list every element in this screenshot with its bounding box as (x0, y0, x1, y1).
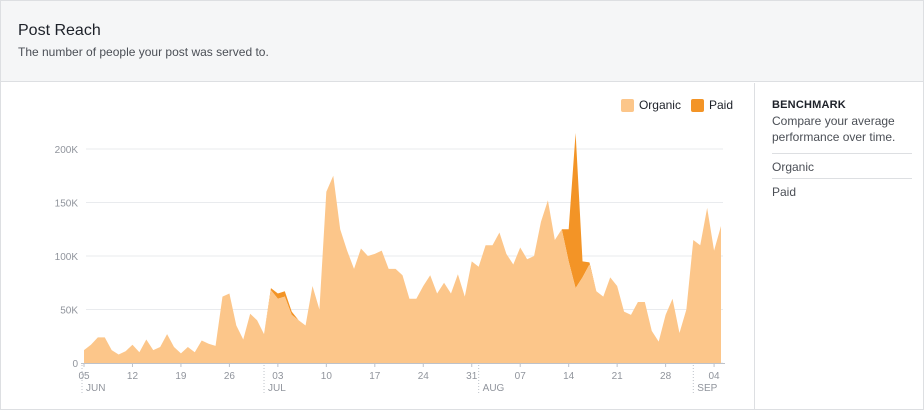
x-tick-label: 26 (224, 371, 236, 382)
legend-item-organic[interactable]: Organic (620, 98, 681, 112)
month-label: JUL (268, 383, 286, 394)
month-label: SEP (697, 383, 717, 394)
y-tick-label: 100K (55, 252, 79, 263)
chart-legend: Organic Paid (611, 98, 733, 112)
benchmark-option-paid[interactable]: Paid (772, 178, 912, 203)
x-tick-label: 05 (78, 371, 90, 382)
x-tick-label: 12 (127, 371, 139, 382)
series-area-organic (84, 175, 721, 363)
y-tick-label: 150K (55, 199, 79, 210)
x-tick-label: 31 (466, 371, 478, 382)
x-tick-label: 07 (515, 371, 527, 382)
page-title: Post Reach (18, 22, 101, 39)
x-tick-label: 03 (272, 371, 284, 382)
legend-label-paid: Paid (708, 98, 733, 112)
y-tick-label: 50K (60, 306, 78, 317)
benchmark-title: BENCHMARK (772, 99, 846, 111)
legend-item-paid[interactable]: Paid (690, 98, 733, 112)
x-tick-label: 10 (321, 371, 333, 382)
x-tick-label: 17 (369, 371, 381, 382)
x-tick-label: 04 (709, 371, 721, 382)
chart-area: 0 50K 100K 150K 200K 05 12 19 26 03 10 17 24 31 07 14 21… (1, 83, 753, 409)
x-tick-label: 21 (612, 371, 624, 382)
x-tick-label: 19 (175, 371, 187, 382)
benchmark-option-organic[interactable]: Organic (772, 153, 912, 178)
benchmark-description: Compare your average performance over ti… (772, 114, 896, 144)
y-tick-label: 0 (72, 359, 78, 370)
legend-swatch-organic (620, 98, 634, 112)
legend-swatch-paid (690, 98, 704, 112)
month-label: AUG (483, 383, 505, 394)
x-tick-label: 14 (563, 371, 575, 382)
post-reach-chart: 0 50K 100K 150K 200K 05 12 19 26 03 10 17 24 31 07 14 21… (55, 132, 725, 394)
page-subtitle: The number of people your post was serve… (18, 45, 269, 59)
x-tick-label: 24 (418, 371, 430, 382)
card-header: Post Reach The number of people your pos… (1, 1, 923, 82)
x-tick-label: 28 (660, 371, 672, 382)
month-label: JUN (86, 383, 105, 394)
legend-label-organic: Organic (638, 98, 681, 112)
y-tick-label: 200K (55, 145, 79, 156)
benchmark-panel: BENCHMARK Compare your average performan… (754, 83, 923, 409)
